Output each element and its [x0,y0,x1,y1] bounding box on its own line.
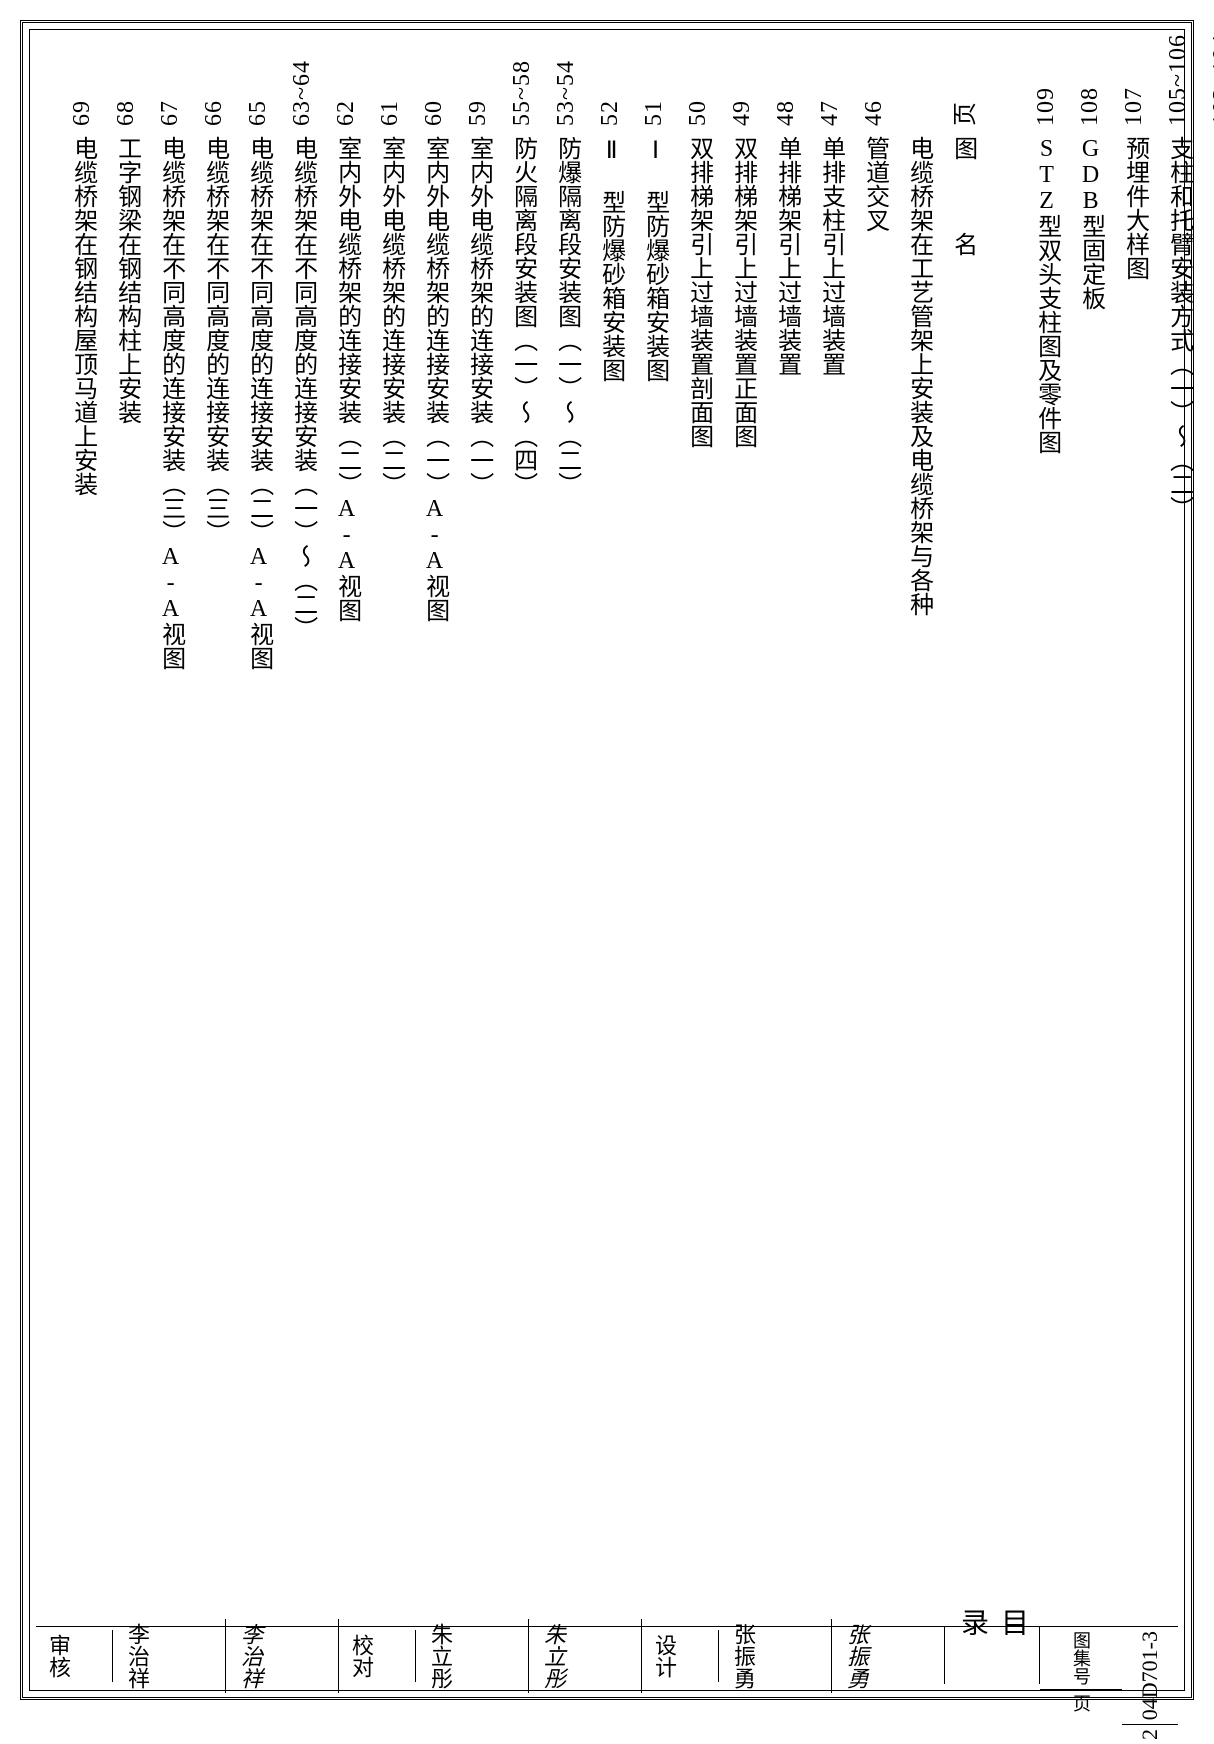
toc-page: 59 [465,56,492,126]
toc-label: 单排支柱引上过墙装置 [817,136,842,376]
toc-entry: 68 工字钢梁在钢结构柱上安装 [104,56,148,1664]
toc-label: 电缆桥架在不同高度的连接安装（二）A-A视图 [245,136,270,670]
toc-label: 室内外电缆桥架的连接安装（一）A-A视图 [421,136,446,622]
toc-entry: 63~64 电缆桥架在不同高度的连接安装（一）～（二） [280,56,324,1664]
toc-label: 电缆桥架在不同高度的连接安装（三） [201,136,226,544]
toc-page: 52 [597,56,624,126]
toc-entry: 46 管道交叉 [852,56,896,1664]
toc-entry: 59 室内外电缆桥架的连接安装（一） [456,56,500,1664]
toc-label: 工字钢梁在钢结构柱上安装 [113,136,138,424]
toc-entry: 48 单排梯架引上过墙装置 [764,56,808,1664]
toc-entry: 62 室内外电缆桥架的连接安装（二）A-A视图 [324,56,368,1664]
toc-label: 电缆桥架在钢结构屋顶马道上安装 [69,136,94,496]
toc-entry: 49 双排梯架引上过墙装置正面图 [720,56,764,1664]
toc-page: 103~104 [1209,56,1214,126]
toc-entry: 66 电缆桥架在不同高度的连接安装（三） [192,56,236,1664]
tb-name: 张振勇 [725,1619,761,1693]
toc-page: 67 [157,56,184,126]
toc-label: 室内外电缆桥架的连接安装（一） [465,136,490,496]
toc-page: 108 [1077,56,1104,126]
toc-label: 电缆桥架在工艺管架上安装及电缆桥架与各种 [905,136,930,616]
set-value: 04D701-3 [1135,1627,1165,1724]
toc-page: 105~106 [1165,56,1192,126]
toc-entry: 51 Ⅰ 型防爆砂箱安装图 [632,56,676,1664]
toc-page: 65 [245,56,272,126]
page-label-tb: 页 [1066,1690,1096,1716]
toc-label: 管道交叉 [861,136,886,232]
toc-page: 48 [773,56,800,126]
toc-entry: 47 单排支柱引上过墙装置 [808,56,852,1664]
tb-role: 审核 [40,1630,76,1682]
toc-page: 60 [421,56,448,126]
toc-label: 电缆夹紧封接头（一）～（二） [1209,136,1214,472]
tb-signature: 李治祥 [232,1619,268,1693]
toc-page: 68 [113,56,140,126]
toc-entry: 108 GDB型固定板 [1068,56,1112,1664]
tb-role: 设计 [646,1630,682,1682]
set-label: 图集号 [1066,1627,1096,1689]
tb-role: 校对 [343,1630,379,1682]
doc-title: 目 录 [950,1604,1034,1708]
toc-label: 防爆隔离段安装图（一）～（二） [553,136,578,496]
toc-entry: 55~58 防火隔离段安装图（一）～（四） [500,56,544,1664]
toc-page: 109 [1033,56,1060,126]
page-value-tb: 2 [1135,1725,1165,1744]
toc-entry: 50 双排梯架引上过墙装置剖面图 [676,56,720,1664]
toc-page: 46 [861,56,888,126]
toc-entry: 107 预埋件大样图 [1112,56,1156,1664]
toc-entry: 103~104 电缆夹紧封接头（一）～（二） [1200,56,1214,1664]
toc-entry: 60 室内外电缆桥架的连接安装（一）A-A视图 [412,56,456,1664]
toc-entry: 109 STZ型双头支柱图及零件图 [1024,56,1068,1664]
toc-entry: 52 Ⅱ 型防爆砂箱安装图 [588,56,632,1664]
drawing-sheet: 页图 名电缆桥架在工艺管架上安装及电缆桥架与各种 46 管道交叉 47 单排支柱引上过墙… [20,20,1194,1700]
toc-label: Ⅰ 型防爆砂箱安装图 [641,136,666,382]
toc-entry: 69 电缆桥架在钢结构屋顶马道上安装 [60,56,104,1664]
toc-page: 53~54 [553,56,580,126]
toc-page: 51 [641,56,668,126]
page-header: 页 [945,56,980,126]
toc-page: 62 [333,56,360,126]
toc-page: 55~58 [509,56,536,126]
toc-page: 107 [1121,56,1148,126]
toc-page: 49 [729,56,756,126]
toc-page: 61 [377,56,404,126]
toc-label: 支柱和托臂安装方式（一）～（二） [1165,136,1190,520]
toc-label: STZ型双头支柱图及零件图 [1033,136,1058,454]
tb-name: 李治祥 [119,1619,155,1693]
toc-entry: 53~54 防爆隔离段安装图（一）～（二） [544,56,588,1664]
toc-entry: 105~106 支柱和托臂安装方式（一）～（二） [1156,56,1200,1664]
toc-content: 页图 名电缆桥架在工艺管架上安装及电缆桥架与各种 46 管道交叉 47 单排支柱引上过墙… [60,56,1158,1664]
toc-label: 室内外电缆桥架的连接安装（二） [377,136,402,496]
toc-entry: 65 电缆桥架在不同高度的连接安装（二）A-A视图 [236,56,280,1664]
name-header: 图 名 [949,136,974,280]
toc-label: 预埋件大样图 [1121,136,1146,280]
toc-label: 单排梯架引上过墙装置 [773,136,798,376]
toc-label: 电缆桥架在不同高度的连接安装（三）A-A视图 [157,136,182,670]
toc-page: 63~64 [289,56,316,126]
toc-label: Ⅱ 型防爆砂箱安装图 [597,136,622,382]
toc-label: 双排梯架引上过墙装置正面图 [729,136,754,448]
toc-label: 防火隔离段安装图（一）～（四） [509,136,534,496]
toc-label: 室内外电缆桥架的连接安装（二）A-A视图 [333,136,358,622]
toc-entry: 电缆桥架在工艺管架上安装及电缆桥架与各种 [896,56,940,1664]
toc-entry: 67 电缆桥架在不同高度的连接安装（三）A-A视图 [148,56,192,1664]
toc-entry: 61 室内外电缆桥架的连接安装（二） [368,56,412,1664]
title-block: 审核李治祥李治祥校对朱立彤朱立彤设计张振勇张振勇 目 录 图集号 页 04D70… [36,1626,1178,1684]
toc-label: 双排梯架引上过墙装置剖面图 [685,136,710,448]
toc-label: 电缆桥架在不同高度的连接安装（一）～（二） [289,136,314,640]
toc-page: 47 [817,56,844,126]
tb-signature: 张振勇 [838,1619,874,1693]
toc-page: 50 [685,56,712,126]
toc-page: 69 [69,56,96,126]
toc-label: GDB型固定板 [1077,136,1102,310]
tb-signature: 朱立彤 [535,1619,571,1693]
tb-name: 朱立彤 [422,1619,458,1693]
inner-frame: 页图 名电缆桥架在工艺管架上安装及电缆桥架与各种 46 管道交叉 47 单排支柱引上过墙… [29,29,1185,1691]
toc-page: 66 [201,56,228,126]
